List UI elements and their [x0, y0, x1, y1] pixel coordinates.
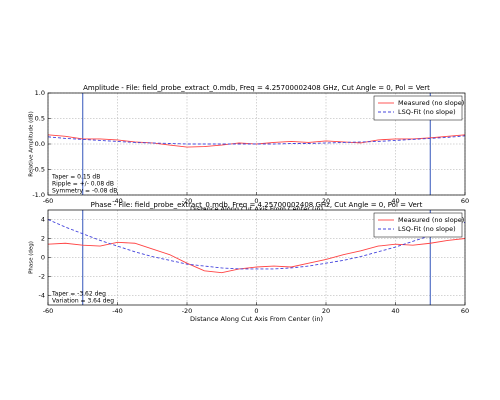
- y-axis-label: Relative Amplitude (dB): [29, 111, 35, 176]
- y-tick-label: 0.0: [35, 140, 45, 148]
- data-line: [47, 134, 466, 148]
- x-tick-label: 0: [254, 197, 258, 205]
- y-tick-label: 1.0: [35, 89, 45, 97]
- x-tick-label: -20: [182, 197, 193, 205]
- legend-label: LSQ-Fit (no slope): [398, 108, 456, 116]
- legend-label: Measured (no slope): [398, 216, 464, 224]
- axes-frame: [47, 209, 466, 306]
- chart-title: Phase - File: field_probe_extract_0.mdb,…: [91, 201, 423, 209]
- y-tick-label: -1.0: [32, 191, 45, 199]
- x-tick-label: -20: [182, 307, 193, 315]
- y-tick-label: 0: [41, 254, 45, 262]
- annotation: Taper = -3.62 deg: [51, 291, 106, 298]
- x-tick-label: 20: [322, 307, 330, 315]
- x-tick-label: -60: [43, 197, 54, 205]
- x-axis-label: Distance Along Cut Axis From Center (in): [190, 205, 323, 213]
- legend-box: [373, 212, 463, 238]
- chart-title: Amplitude - File: field_probe_extract_0.…: [83, 84, 430, 92]
- legend-label: LSQ-Fit (no slope): [398, 225, 456, 233]
- x-tick-label: 40: [391, 307, 399, 315]
- x-axis-label: Distance Along Cut Axis From Center (in): [190, 315, 323, 323]
- x-tick-label: -40: [112, 307, 123, 315]
- data-line: [47, 219, 466, 270]
- legend-label: Measured (no slope): [398, 99, 464, 107]
- annotation: Variation = 3.64 deg: [52, 298, 114, 305]
- data-line: [47, 135, 466, 145]
- x-tick-label: 0: [254, 307, 258, 315]
- x-tick-label: -60: [43, 307, 54, 315]
- annotation: Taper = 0.15 dB: [51, 174, 100, 181]
- y-tick-label: -4: [39, 292, 45, 300]
- x-tick-label: 40: [391, 197, 399, 205]
- y-tick-label: 4: [41, 216, 45, 224]
- y-tick-label: -0.5: [32, 166, 45, 174]
- legend-box: [373, 95, 463, 121]
- annotation: Symmetry = -0.08 dB: [52, 188, 117, 195]
- y-tick-label: -2: [39, 273, 45, 281]
- y-tick-label: 0.5: [35, 115, 45, 123]
- data-line: [47, 238, 466, 274]
- y-tick-label: 2: [41, 235, 45, 243]
- y-axis-label: Phase (deg): [29, 241, 35, 274]
- axes-frame: [47, 92, 466, 196]
- x-tick-label: -40: [112, 197, 123, 205]
- x-tick-label: 60: [461, 307, 469, 315]
- x-tick-label: 60: [461, 197, 469, 205]
- annotation: Ripple = +/- 0.08 dB: [52, 181, 114, 188]
- x-tick-label: 20: [322, 197, 330, 205]
